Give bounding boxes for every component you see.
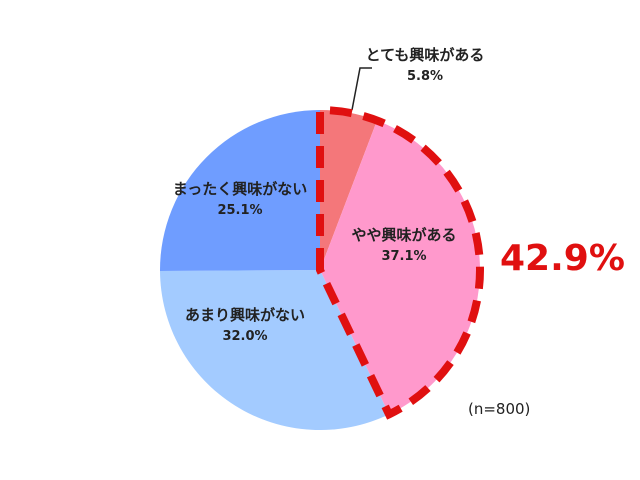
pie-slice [160, 270, 390, 430]
category-label: やや興味がある [351, 226, 457, 244]
slice-label: まったく興味がない 25.1% [170, 178, 310, 222]
slice-label: あまり興味がない 32.0% [180, 304, 310, 348]
pie [160, 110, 481, 430]
pie-slice [160, 110, 320, 272]
category-label: あまり興味がない [184, 306, 305, 324]
category-label: とても興味がある [365, 46, 485, 64]
pie-slice [320, 110, 378, 270]
pie-slice [320, 120, 481, 415]
leader-line [351, 67, 372, 111]
value-label: 37.1% [381, 249, 427, 264]
value-label: 25.1% [217, 203, 263, 218]
highlight-outline [316, 105, 484, 420]
slice-label: とても興味がある 5.8% [360, 44, 490, 88]
category-label: まったく興味がない [172, 180, 308, 198]
value-label: 5.8% [406, 69, 444, 84]
value-label: 32.0% [222, 329, 268, 344]
annotation: 42.9% [500, 238, 625, 279]
slice-label: やや興味がある 37.1% [348, 224, 460, 268]
sample-note: (n=800) [468, 400, 531, 418]
